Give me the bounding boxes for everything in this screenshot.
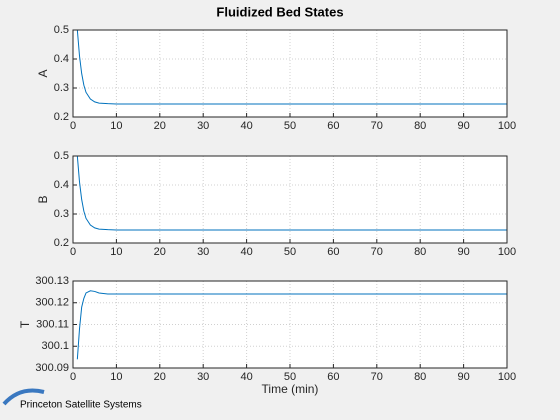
y-tick-label: 0.3 xyxy=(54,82,69,94)
x-tick-label: 60 xyxy=(327,371,339,383)
x-tick-label: 50 xyxy=(284,246,296,258)
x-tick-label: 100 xyxy=(498,120,516,132)
x-tick-label: 100 xyxy=(498,246,516,258)
y-tick-label: 0.5 xyxy=(54,24,69,36)
axes-box xyxy=(72,280,508,369)
y-tick-label: 300.13 xyxy=(35,275,69,287)
y-axis-label: T xyxy=(18,320,32,328)
y-tick-label: 0.2 xyxy=(54,237,69,249)
x-tick-label: 20 xyxy=(154,246,166,258)
x-tick-label: 0 xyxy=(70,371,76,383)
data-line xyxy=(76,155,507,231)
y-tick-label: 300.11 xyxy=(36,318,69,330)
x-tick-label: 50 xyxy=(284,120,296,132)
x-axis-label: Time (min) xyxy=(262,382,319,396)
data-line xyxy=(76,29,507,105)
x-tick-label: 80 xyxy=(414,246,426,258)
x-tick-label: 30 xyxy=(197,246,209,258)
x-tick-label: 0 xyxy=(70,120,76,132)
x-tick-label: 100 xyxy=(498,371,516,383)
y-tick-label: 0.5 xyxy=(54,150,69,162)
x-tick-label: 90 xyxy=(457,371,469,383)
x-tick-label: 60 xyxy=(327,246,339,258)
y-tick-label: 0.3 xyxy=(54,208,69,220)
logo-swoosh xyxy=(2,388,45,406)
x-tick-label: 40 xyxy=(240,371,252,383)
y-tick-label: 300.09 xyxy=(35,362,69,374)
figure-title: Fluidized Bed States xyxy=(216,4,343,19)
subplot: 0 10 20 30 40 50 60 70 80 90 100 300.09 300.1 300.11 3… xyxy=(18,275,516,396)
y-tick-label: 0.2 xyxy=(54,111,69,123)
logo: Princeton Satellite Systems xyxy=(2,388,142,411)
x-tick-label: 10 xyxy=(110,120,122,132)
x-tick-label: 70 xyxy=(371,371,383,383)
x-tick-label: 70 xyxy=(371,246,383,258)
subplot: 0 10 20 30 40 50 60 70 80 90 100 0.2 0.3 0.4 0.5 A xyxy=(36,24,516,132)
x-tick-label: 30 xyxy=(197,120,209,132)
x-tick-label: 80 xyxy=(414,371,426,383)
y-tick-label: 300.1 xyxy=(41,340,69,352)
x-tick-label: 70 xyxy=(371,120,383,132)
x-tick-label: 40 xyxy=(240,246,252,258)
y-axis-label: B xyxy=(36,195,50,203)
x-tick-label: 20 xyxy=(154,120,166,132)
x-tick-label: 50 xyxy=(284,371,296,383)
subplot: 0 10 20 30 40 50 60 70 80 90 100 0.2 0.3 0.4 0.5 B xyxy=(36,150,516,258)
axes-box xyxy=(72,155,508,244)
x-tick-label: 90 xyxy=(457,246,469,258)
data-line xyxy=(76,290,507,360)
x-tick-label: 10 xyxy=(110,371,122,383)
x-tick-label: 10 xyxy=(110,246,122,258)
x-tick-label: 30 xyxy=(197,371,209,383)
x-tick-label: 0 xyxy=(70,246,76,258)
logo-text: Princeton Satellite Systems xyxy=(20,400,142,411)
x-tick-label: 20 xyxy=(154,371,166,383)
x-tick-label: 80 xyxy=(414,120,426,132)
y-tick-label: 0.4 xyxy=(54,179,69,191)
y-axis-label: A xyxy=(36,69,50,77)
y-tick-label: 300.12 xyxy=(35,297,69,309)
x-tick-label: 90 xyxy=(457,120,469,132)
x-tick-label: 40 xyxy=(240,120,252,132)
y-tick-label: 0.4 xyxy=(54,53,69,65)
x-tick-label: 60 xyxy=(327,120,339,132)
axes-box xyxy=(72,29,508,118)
